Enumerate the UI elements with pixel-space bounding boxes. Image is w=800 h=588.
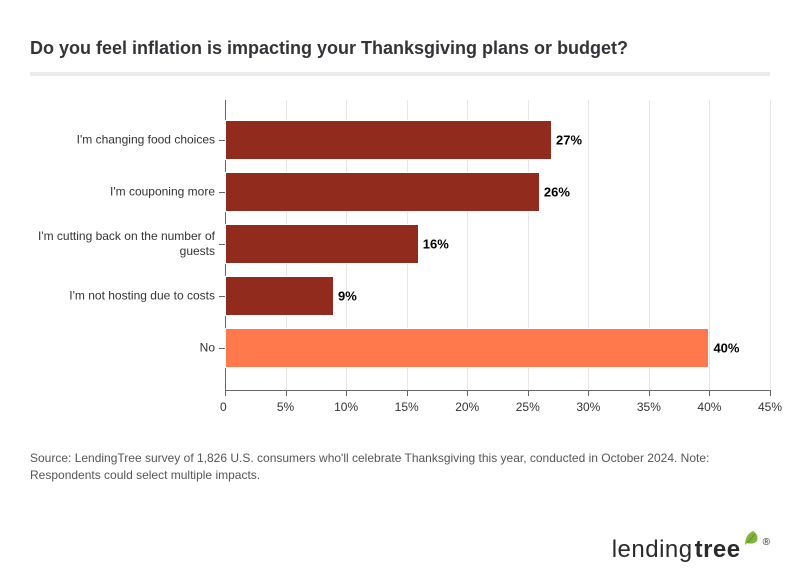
x-tick-mark	[770, 390, 771, 396]
x-tick-mark	[649, 390, 650, 396]
plot-region: I'm changing food choices27% I'm couponin…	[225, 100, 770, 390]
logo-text-tree: tree	[695, 536, 741, 564]
chart-title: Do you feel inflation is impacting your …	[30, 38, 628, 59]
x-tick-mark	[407, 390, 408, 396]
bar	[225, 120, 552, 160]
x-tick-label: 25%	[516, 400, 540, 414]
bar-row: I'm cutting back on the number of guests…	[225, 222, 770, 266]
bar-value-label: 9%	[338, 289, 357, 304]
bar-value-label: 27%	[556, 133, 582, 148]
bar-row: No40%	[225, 326, 770, 370]
source-note: Source: LendingTree survey of 1,826 U.S.…	[30, 450, 770, 484]
x-tick-mark	[467, 390, 468, 396]
logo-text-lending: lending	[612, 536, 693, 564]
registered-icon: ®	[763, 537, 770, 548]
bar-category-label: I'm changing food choices	[30, 133, 215, 148]
x-tick-zero: 0	[220, 400, 227, 414]
bar-value-label: 40%	[713, 341, 739, 356]
bar-category-label: I'm cutting back on the number of guests	[30, 229, 215, 259]
y-tick-mark	[219, 348, 225, 349]
y-tick-mark	[219, 140, 225, 141]
lendingtree-logo: lendingtree ®	[612, 536, 770, 564]
y-tick-mark	[219, 192, 225, 193]
x-tick-label: 40%	[697, 400, 721, 414]
y-tick-mark	[219, 296, 225, 297]
bar-value-label: 26%	[544, 185, 570, 200]
x-tick-mark	[225, 390, 226, 396]
x-tick-mark	[286, 390, 287, 396]
x-tick-mark	[346, 390, 347, 396]
x-tick-label: 5%	[277, 400, 294, 414]
x-axis-line	[225, 390, 770, 391]
x-tick-mark	[588, 390, 589, 396]
x-tick-mark	[709, 390, 710, 396]
bar	[225, 224, 419, 264]
bar-row: I'm couponing more26%	[225, 170, 770, 214]
x-tick-label: 45%	[758, 400, 782, 414]
x-tick-mark	[528, 390, 529, 396]
bar-category-label: No	[30, 341, 215, 356]
title-divider	[30, 72, 770, 76]
x-tick-label: 35%	[637, 400, 661, 414]
x-tick-label: 20%	[455, 400, 479, 414]
leaf-icon	[743, 529, 761, 552]
bar	[225, 328, 709, 368]
bar	[225, 276, 334, 316]
chart-area: I'm changing food choices27%I'm couponin…	[30, 100, 770, 430]
gridline	[770, 100, 771, 390]
bar-row: I'm changing food choices27%	[225, 118, 770, 162]
bar-category-label: I'm couponing more	[30, 185, 215, 200]
x-tick-label: 15%	[395, 400, 419, 414]
bar-value-label: 16%	[423, 237, 449, 252]
x-tick-label: 10%	[334, 400, 358, 414]
bar	[225, 172, 540, 212]
y-tick-mark	[219, 244, 225, 245]
bar-category-label: I'm not hosting due to costs	[30, 289, 215, 304]
bar-row: I'm not hosting due to costs9%	[225, 274, 770, 318]
x-tick-label: 30%	[576, 400, 600, 414]
